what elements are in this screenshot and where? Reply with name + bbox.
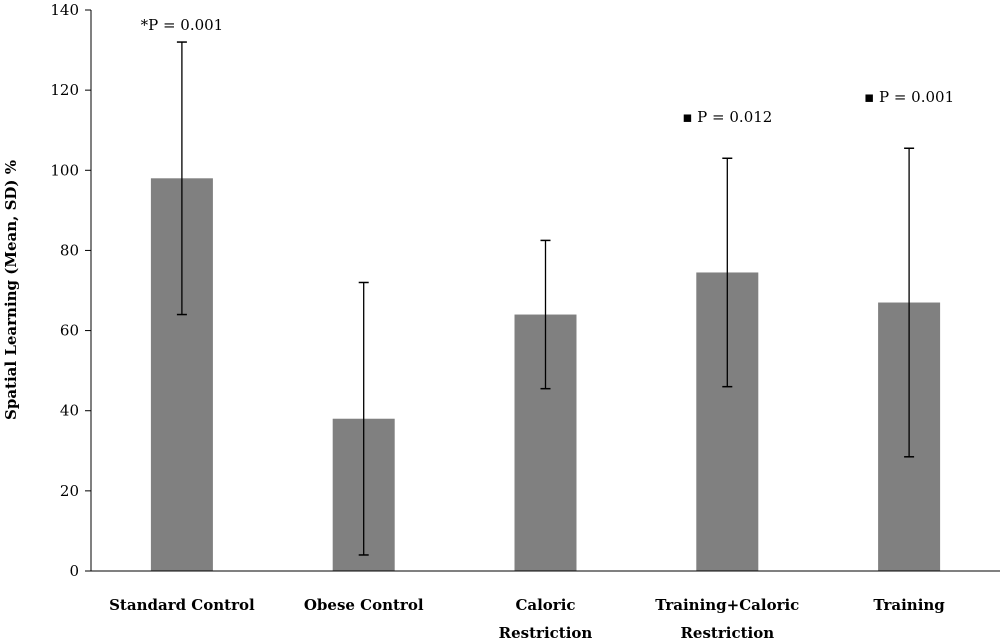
y-tick-label: 140 xyxy=(50,1,79,19)
y-tick-label: 80 xyxy=(60,241,79,259)
p-value-annotation: ▪ P = 0.012 xyxy=(682,108,772,126)
x-category-label: Training xyxy=(873,596,945,614)
x-category-label: Standard Control xyxy=(109,596,255,614)
error-bars xyxy=(176,41,915,556)
p-value-annotation: *P = 0.001 xyxy=(141,16,224,34)
annotations: *P = 0.001 ▪ P = 0.012 ▪ P = 0.001 xyxy=(141,16,955,126)
x-category-label: Restriction xyxy=(680,624,774,642)
x-category-label: Restriction xyxy=(499,624,593,642)
y-tick-label: 120 xyxy=(50,81,79,99)
y-tick-label: 60 xyxy=(60,322,79,340)
x-category-label: Obese Control xyxy=(304,596,424,614)
y-tick-label: 40 xyxy=(60,402,79,420)
y-tick-label: 20 xyxy=(60,482,79,500)
y-axis-title: Spatial Learning (Mean, SD) % xyxy=(2,160,20,420)
category-labels: Standard Control Obese Control Caloric Rest… xyxy=(109,596,945,642)
x-category-label: Caloric xyxy=(515,596,575,614)
y-tick-label: 100 xyxy=(50,161,79,179)
p-value-annotation: ▪ P = 0.001 xyxy=(864,88,954,106)
x-category-label: Training+Caloric xyxy=(655,596,799,614)
y-tick-label: 0 xyxy=(69,562,79,580)
y-axis: 0 20 40 60 80 100 120 140 xyxy=(50,1,92,580)
